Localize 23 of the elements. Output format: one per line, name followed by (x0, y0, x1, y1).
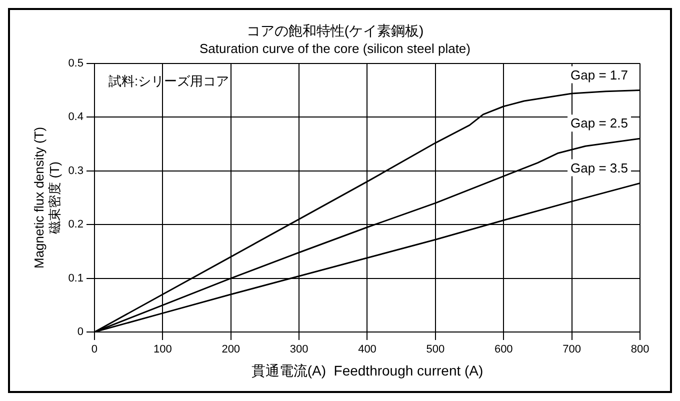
x-tick-label: 0 (91, 344, 98, 356)
x-tick-label: 600 (494, 344, 513, 356)
series-label: Gap = 1.7 (570, 67, 628, 82)
chart-subtitle: Saturation curve of the core (silicon steel plate) (200, 41, 470, 56)
y-tick-label: 0.4 (68, 111, 84, 124)
x-tick-label: 300 (290, 344, 308, 356)
x-tick-label: 100 (154, 344, 172, 356)
y-axis-title: Magnetic flux density (T) 磁束密度 (T) (31, 126, 62, 269)
y-tick-label: 0.1 (68, 272, 84, 284)
y-tick-label: 0.2 (68, 218, 84, 231)
y-tick-label: 0.5 (68, 57, 84, 70)
y-tick-label: 0 (77, 326, 84, 338)
x-tick-label: 800 (630, 344, 650, 356)
x-axis-title: 貫通電流(A) Feedthrough current (A) (251, 362, 484, 378)
series-label: Gap = 2.5 (570, 116, 628, 131)
series-label: Gap = 3.5 (570, 160, 628, 176)
x-tick-label: 700 (562, 344, 581, 356)
x-tick-label: 200 (222, 344, 240, 356)
chart-title: コアの飽和特性(ケイ素鋼板) (246, 22, 424, 38)
annotation: 試料:シリーズ用コア (108, 73, 230, 88)
x-tick-label: 500 (426, 344, 445, 356)
y-tick-label: 0.3 (68, 164, 84, 177)
x-tick-label: 400 (358, 344, 376, 356)
